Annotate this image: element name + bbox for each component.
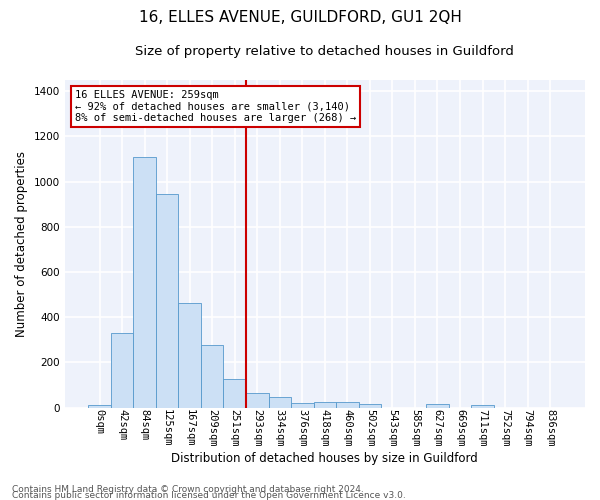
Bar bbox=[223, 380, 246, 407]
Bar bbox=[133, 157, 156, 407]
Bar bbox=[178, 302, 201, 408]
Bar bbox=[359, 404, 381, 407]
Bar bbox=[269, 398, 291, 407]
Text: Contains public sector information licensed under the Open Government Licence v3: Contains public sector information licen… bbox=[12, 490, 406, 500]
Y-axis label: Number of detached properties: Number of detached properties bbox=[15, 151, 28, 337]
Bar bbox=[88, 406, 111, 407]
Title: Size of property relative to detached houses in Guildford: Size of property relative to detached ho… bbox=[136, 45, 514, 58]
Bar bbox=[291, 403, 314, 407]
Bar bbox=[336, 402, 359, 407]
Bar bbox=[471, 405, 494, 407]
Text: 16 ELLES AVENUE: 259sqm
← 92% of detached houses are smaller (3,140)
8% of semi-: 16 ELLES AVENUE: 259sqm ← 92% of detache… bbox=[75, 90, 356, 123]
Bar bbox=[314, 402, 336, 407]
Bar bbox=[246, 393, 269, 407]
Bar bbox=[201, 346, 223, 408]
Text: 16, ELLES AVENUE, GUILDFORD, GU1 2QH: 16, ELLES AVENUE, GUILDFORD, GU1 2QH bbox=[139, 10, 461, 25]
Bar bbox=[156, 194, 178, 408]
X-axis label: Distribution of detached houses by size in Guildford: Distribution of detached houses by size … bbox=[172, 452, 478, 465]
Bar bbox=[426, 404, 449, 407]
Bar bbox=[111, 333, 133, 407]
Text: Contains HM Land Registry data © Crown copyright and database right 2024.: Contains HM Land Registry data © Crown c… bbox=[12, 484, 364, 494]
